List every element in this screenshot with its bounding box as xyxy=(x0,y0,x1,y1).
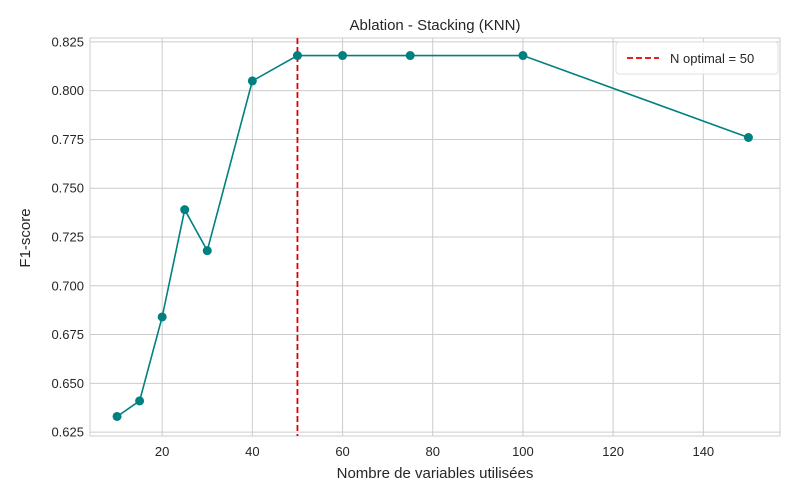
data-point xyxy=(405,51,415,61)
y-tick-label: 0.725 xyxy=(51,230,84,245)
x-tick-label: 40 xyxy=(245,444,259,459)
legend-label-reference-line: N optimal = 50 xyxy=(670,51,754,66)
y-tick-label: 0.750 xyxy=(51,181,84,196)
y-tick-labels: 0.625 0.650 0.675 0.700 0.725 0.750 0.775 0.800… xyxy=(51,34,84,439)
series-layer xyxy=(112,51,753,421)
data-point xyxy=(338,51,348,61)
data-point xyxy=(135,396,145,406)
legend-box xyxy=(615,41,779,75)
data-point xyxy=(180,205,190,215)
y-tick-label: 0.825 xyxy=(51,34,84,49)
data-point xyxy=(112,411,122,421)
y-tick-label: 0.800 xyxy=(51,83,84,98)
x-tick-label: 20 xyxy=(155,444,169,459)
x-tick-label: 100 xyxy=(512,444,534,459)
x-tick-labels: 20 40 60 80 100 120 140 xyxy=(155,444,714,459)
y-tick-label: 0.775 xyxy=(51,132,84,147)
grid xyxy=(90,38,780,436)
data-point xyxy=(157,312,167,322)
legend: N optimal = 50 xyxy=(615,41,779,75)
data-point xyxy=(202,246,212,256)
chart-title: Ablation - Stacking (KNN) xyxy=(350,17,521,34)
plot-frame xyxy=(89,37,781,437)
data-point xyxy=(292,51,302,61)
data-point xyxy=(743,133,753,142)
x-axis-label: Nombre de variables utilisées xyxy=(337,465,534,482)
y-tick-label: 0.700 xyxy=(51,278,84,293)
x-tick-label: 60 xyxy=(335,444,349,459)
x-tick-label: 140 xyxy=(692,444,714,459)
data-point xyxy=(518,51,528,61)
y-tick-label: 0.625 xyxy=(51,425,84,440)
x-tick-label: 80 xyxy=(426,444,440,459)
y-tick-label: 0.675 xyxy=(51,327,84,342)
y-axis-label: F1-score xyxy=(17,208,34,267)
x-tick-label: 120 xyxy=(602,444,624,459)
y-tick-label: 0.650 xyxy=(51,376,84,391)
data-point xyxy=(247,76,257,86)
